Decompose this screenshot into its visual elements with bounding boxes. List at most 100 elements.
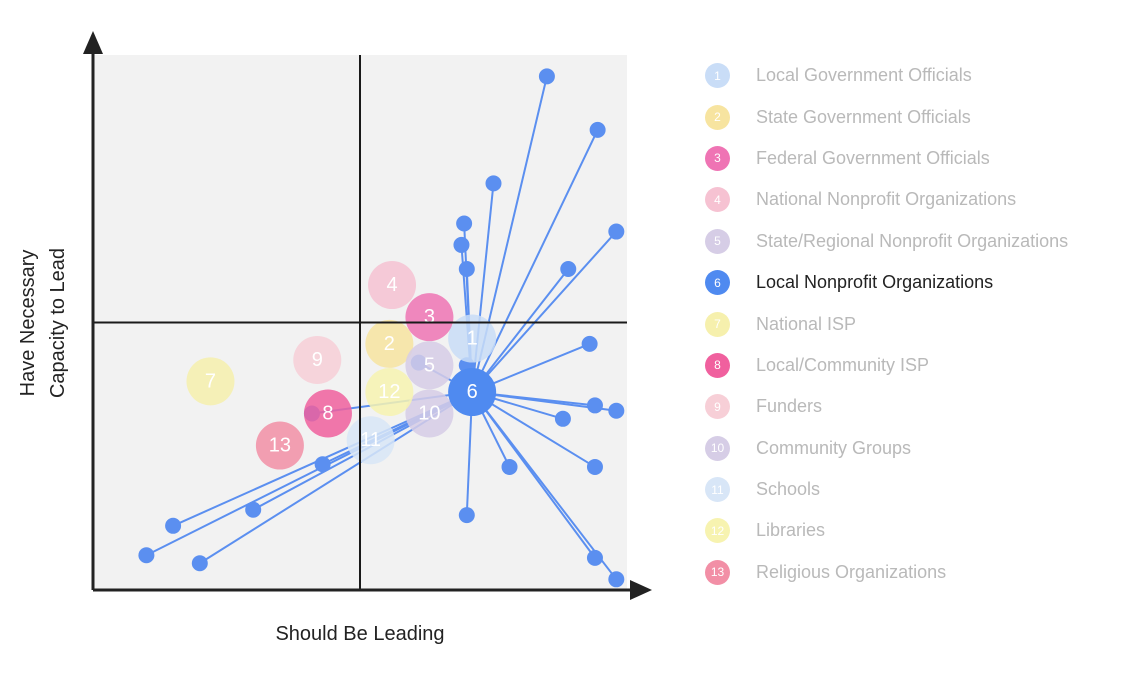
bubble-circle[interactable] (365, 319, 414, 368)
legend-item-7[interactable]: 7 National ISP (705, 303, 1135, 344)
legend-label: Local/Community ISP (756, 354, 930, 375)
group-bubble-10[interactable]: 10 (405, 389, 454, 438)
y-axis-title-line-2: Capacity to Lead (47, 248, 69, 398)
x-axis-arrow-icon (630, 580, 652, 600)
bubble-circle[interactable] (186, 357, 235, 406)
legend-dot: 5 (705, 228, 730, 254)
group-bubble-3[interactable]: 3 (405, 293, 454, 342)
legend-label: Schools (756, 479, 821, 500)
group-bubble-1[interactable]: 1 (448, 314, 497, 363)
response-point[interactable] (453, 236, 470, 253)
response-point[interactable] (586, 549, 603, 566)
response-point[interactable] (138, 547, 155, 564)
bubble-circle[interactable] (405, 389, 454, 438)
bubble-label: 3 (424, 306, 435, 328)
bubble-label: 8 (322, 402, 333, 424)
bubble-label: 7 (205, 370, 216, 392)
response-point[interactable] (560, 261, 577, 277)
legend-item-3[interactable]: 3 Federal Government Officials (705, 138, 1135, 179)
response-line (471, 230, 618, 393)
legend-dot: 3 (705, 145, 730, 171)
response-line (471, 268, 570, 393)
legend-dot: 13 (705, 559, 730, 585)
response-point[interactable] (165, 517, 182, 534)
y-axis-title-line-1: Have Necessary (17, 250, 39, 397)
response-point[interactable] (581, 335, 598, 352)
bubble-label: 12 (378, 381, 400, 403)
legend-item-4[interactable]: 4 National Nonprofit Organizations (705, 179, 1135, 220)
legend: 1 Local Government Officials 2 State Govern… (705, 55, 1135, 593)
bubble-label: 6 (467, 381, 478, 403)
group-bubble-9[interactable]: 9 (293, 335, 342, 384)
group-bubble-4[interactable]: 4 (368, 261, 417, 310)
response-point[interactable] (458, 507, 475, 524)
response-point[interactable] (314, 456, 331, 473)
legend-dot: 9 (705, 394, 730, 420)
response-point[interactable] (501, 458, 518, 475)
bubble-circle[interactable] (303, 389, 352, 438)
group-bubble-12[interactable]: 12 (365, 368, 414, 417)
bubble-circle[interactable] (368, 261, 417, 310)
legend-item-6[interactable]: 6 Local Nonprofit Organizations (705, 262, 1135, 303)
bubble-circle[interactable] (365, 368, 414, 417)
legend-dot: 10 (705, 435, 730, 461)
x-axis-title: Should Be Leading (275, 623, 444, 645)
legend-item-13[interactable]: 13 Religious Organizations (705, 552, 1135, 593)
legend-label: Libraries (756, 520, 826, 541)
response-point[interactable] (589, 121, 606, 138)
response-point[interactable] (586, 458, 603, 475)
bubble-circle[interactable] (293, 335, 342, 384)
bubble-label: 4 (386, 274, 397, 296)
legend-item-10[interactable]: 10 Community Groups (705, 428, 1135, 469)
legend-label: State/Regional Nonprofit Organizations (756, 230, 1069, 251)
legend-dot: 2 (705, 104, 730, 130)
bubble-circle[interactable] (448, 368, 497, 417)
response-point[interactable] (554, 410, 571, 427)
bubble-label: 2 (384, 333, 395, 355)
response-point[interactable] (608, 223, 625, 240)
response-point[interactable] (538, 68, 555, 85)
legend-item-12[interactable]: 12 Libraries (705, 510, 1135, 551)
response-line (471, 391, 618, 580)
legend-label: Religious Organizations (756, 561, 947, 582)
bubble-label: 1 (467, 328, 478, 350)
group-bubble-6[interactable]: 6 (448, 368, 497, 417)
bubble-circle[interactable] (346, 416, 395, 465)
legend-item-9[interactable]: 9 Funders (705, 386, 1135, 427)
response-point[interactable] (456, 215, 473, 232)
axes (83, 31, 652, 600)
bubble-circle[interactable] (255, 421, 304, 470)
response-point[interactable] (586, 397, 603, 414)
bubble-label: 9 (312, 349, 323, 371)
legend-dot: 1 (705, 63, 730, 89)
bubble-circle[interactable] (405, 293, 454, 342)
group-bubble-5[interactable]: 5 (405, 341, 454, 390)
legend-item-1[interactable]: 1 Local Government Officials (705, 55, 1135, 96)
response-point[interactable] (458, 261, 475, 277)
bubble-label: 13 (269, 435, 291, 457)
bubble-circle[interactable] (448, 314, 497, 363)
legend-item-11[interactable]: 11 Schools (705, 469, 1135, 510)
response-point[interactable] (608, 571, 625, 588)
group-bubble-2[interactable]: 2 (365, 319, 414, 368)
legend-dot: 11 (705, 477, 730, 503)
legend-item-2[interactable]: 2 State Government Officials (705, 96, 1135, 137)
legend-label: National Nonprofit Organizations (756, 189, 1017, 210)
response-point[interactable] (485, 175, 502, 192)
group-bubble-11[interactable]: 11 (346, 416, 395, 465)
group-bubble-13[interactable]: 13 (255, 421, 304, 470)
bubble-label: 10 (418, 402, 440, 424)
bubble-circle[interactable] (405, 341, 454, 390)
legend-label: State Government Officials (756, 106, 971, 127)
legend-item-8[interactable]: 8 Local/Community ISP (705, 345, 1135, 386)
response-point[interactable] (191, 555, 208, 572)
group-bubble-7[interactable]: 7 (186, 357, 235, 406)
legend-label: Funders (756, 396, 823, 417)
response-point[interactable] (245, 501, 262, 518)
response-point[interactable] (608, 402, 625, 419)
group-bubble-8[interactable]: 8 (303, 389, 352, 438)
legend-item-5[interactable]: 5 State/Regional Nonprofit Organizations (705, 221, 1135, 262)
legend-label: National ISP (756, 313, 857, 334)
